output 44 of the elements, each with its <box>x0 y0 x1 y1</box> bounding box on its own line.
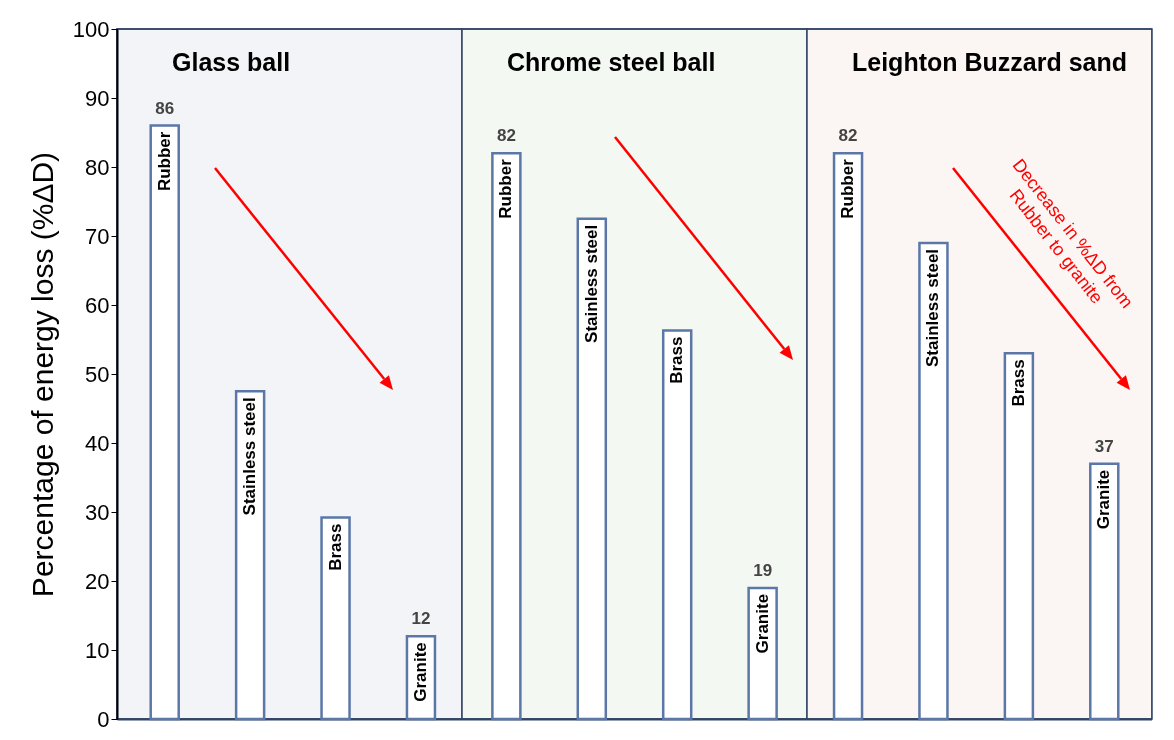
annotation: Leighton Buzzard sand <box>852 48 1127 76</box>
y-tick-label: 90 <box>85 85 110 111</box>
x-tick-label: Rubber <box>838 158 858 219</box>
annotation: Glass ball <box>172 48 291 76</box>
bar <box>832 151 864 721</box>
x-tick-label: Brass <box>325 523 345 571</box>
x-tick-label: Rubber <box>154 131 174 192</box>
y-tick-label: 60 <box>85 292 110 318</box>
bar <box>491 151 522 721</box>
y-tick-label: 50 <box>85 361 110 387</box>
y-axis-title: Percentage of energy loss (%ΔD) <box>25 151 59 598</box>
y-tick-label: 70 <box>85 223 110 249</box>
x-tick-label: Granite <box>1094 469 1114 530</box>
data-label: 82 <box>838 126 858 146</box>
x-tick-label: Granite <box>410 642 430 702</box>
x-tick-label: Brass <box>667 336 687 384</box>
bar <box>320 516 351 721</box>
data-label: 19 <box>753 560 773 580</box>
bar <box>747 586 778 721</box>
y-tick-label: 0 <box>97 706 110 732</box>
x-tick-label: Rubber <box>496 158 516 219</box>
bar <box>661 329 693 721</box>
bar <box>918 241 949 721</box>
data-label: 12 <box>411 609 431 629</box>
x-tick-label: Granite <box>752 593 772 654</box>
x-tick-label: Brass <box>1008 359 1028 407</box>
y-tick-label: 80 <box>85 154 110 180</box>
bar <box>149 124 180 721</box>
x-tick-label: Stainless steel <box>240 397 260 516</box>
y-tick-label: 30 <box>85 499 110 525</box>
data-label: 82 <box>496 126 516 146</box>
bar <box>234 390 266 721</box>
y-tick-label: 20 <box>85 568 110 594</box>
data-label: 86 <box>155 98 175 118</box>
bar <box>576 217 608 721</box>
y-tick-label: 10 <box>85 637 110 663</box>
annotation: Chrome steel ball <box>507 48 716 76</box>
data-label: 37 <box>1094 436 1114 456</box>
x-tick-label: Stainless steel <box>923 248 943 368</box>
x-tick-label: Stainless steel <box>581 224 601 343</box>
y-tick-label: 100 <box>72 16 110 42</box>
y-tick-label: 40 <box>85 430 110 456</box>
bar <box>1089 462 1120 721</box>
bar <box>1003 352 1035 721</box>
